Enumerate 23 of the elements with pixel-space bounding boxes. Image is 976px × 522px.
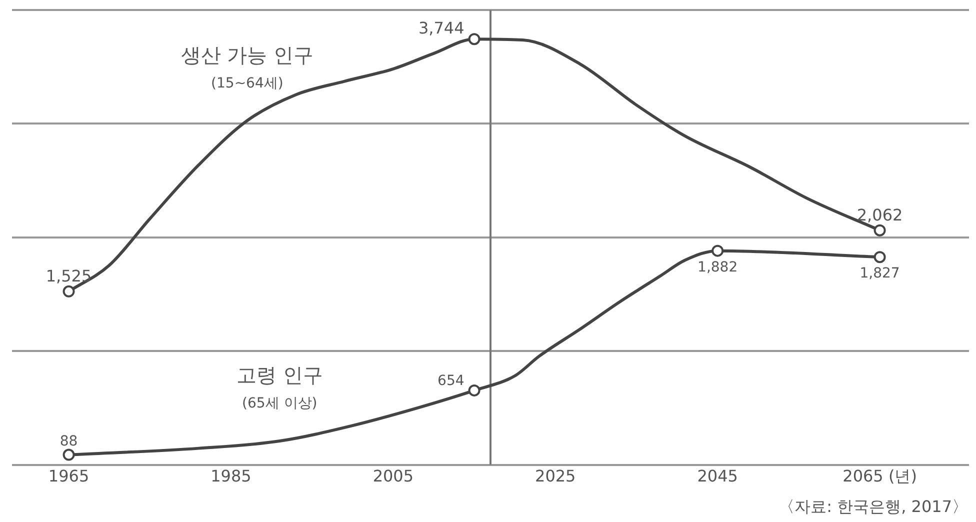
point: [468, 384, 480, 396]
data-label: 1,827: [860, 266, 900, 282]
x-tick-label: 2005: [372, 466, 414, 486]
text: 〈자료: 한국은행, 2017〉: [778, 497, 968, 518]
point: [874, 224, 886, 236]
point: [712, 244, 724, 257]
point: [62, 448, 75, 461]
series-label: 고령 인구 (65세 이상): [236, 363, 323, 412]
data-label: 2,062: [856, 206, 903, 225]
point: [62, 285, 75, 298]
series-label: 생산 가능 인구 (15~64세): [180, 42, 314, 92]
x-tick-label: 2045: [697, 466, 738, 486]
data-label: 1,525: [46, 266, 92, 286]
data-label: 654: [438, 373, 464, 390]
x-tick-label: 2065 (년): [842, 466, 917, 486]
x-tick-label: 1965: [48, 466, 90, 486]
point: [874, 251, 886, 264]
data-label: 1,882: [698, 259, 738, 276]
data-label: 88: [60, 433, 78, 450]
x-tick-label: 2025: [535, 466, 576, 486]
data-label: 3,744: [418, 18, 464, 38]
point: [468, 33, 480, 46]
x-tick-label: 1985: [210, 466, 252, 486]
